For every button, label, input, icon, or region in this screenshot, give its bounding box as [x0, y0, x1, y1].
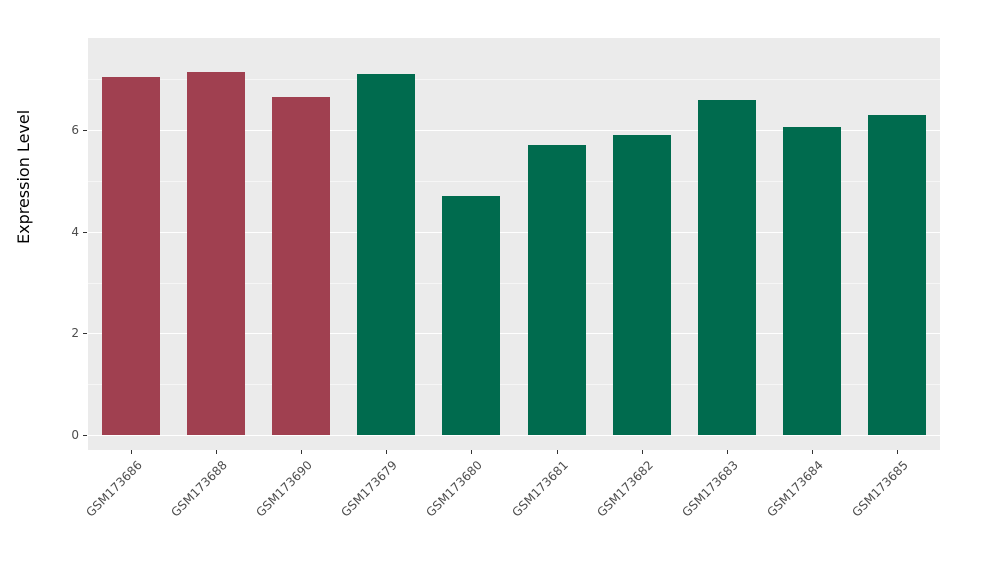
- bar-GSM173681: [528, 145, 586, 435]
- bar-GSM173690: [272, 96, 330, 435]
- x-axis-tick: [641, 450, 643, 454]
- gridline-major: [88, 130, 940, 131]
- x-tick-label-GSM173682: GSM173682: [594, 458, 656, 520]
- bar-GSM173685: [868, 114, 926, 435]
- y-axis-tick: [83, 435, 87, 436]
- x-tick-label-GSM173686: GSM173686: [82, 458, 145, 520]
- y-axis-tick: [83, 130, 87, 131]
- bar-GSM173683: [698, 99, 756, 435]
- y-axis-tick: [83, 333, 87, 335]
- x-axis-tick: [727, 450, 728, 454]
- gridline-major: [88, 435, 940, 436]
- x-axis-tick: [812, 450, 814, 454]
- x-tick-label-GSM173683: GSM173683: [679, 458, 741, 520]
- x-axis-tick: [130, 450, 132, 454]
- gridline-minor: [88, 384, 940, 386]
- x-tick-label-GSM173688: GSM173688: [168, 458, 230, 520]
- y-axis-tick: [83, 231, 87, 233]
- bar-GSM173682: [613, 135, 671, 435]
- y-tick-label: 4: [71, 224, 79, 239]
- x-axis-tick: [471, 450, 473, 454]
- bar-GSM173686: [102, 76, 160, 435]
- x-tick-label-GSM173690: GSM173690: [253, 458, 315, 520]
- bar-GSM173688: [187, 71, 245, 435]
- gridline-minor: [88, 79, 940, 81]
- x-axis-tick: [215, 450, 217, 454]
- x-axis-tick: [556, 450, 558, 454]
- plot-panel: [88, 38, 940, 450]
- bar-GSM173684: [783, 127, 841, 435]
- x-tick-label-GSM173684: GSM173684: [764, 458, 827, 520]
- x-axis-tick: [301, 450, 302, 454]
- x-tick-label-GSM173681: GSM173681: [508, 458, 571, 520]
- x-axis-tick: [386, 450, 388, 454]
- gridline-major: [88, 333, 940, 335]
- y-tick-label: 2: [71, 326, 79, 341]
- x-tick-label-GSM173679: GSM173679: [338, 458, 401, 520]
- gridline-major: [88, 231, 940, 233]
- y-tick-label: 0: [71, 428, 79, 442]
- x-tick-label-GSM173685: GSM173685: [849, 458, 912, 520]
- gridline-minor: [88, 282, 940, 284]
- y-tick-label: 6: [71, 123, 79, 137]
- x-axis-tick: [897, 450, 899, 454]
- x-tick-label-GSM173680: GSM173680: [423, 458, 486, 520]
- bar-GSM173680: [442, 196, 500, 435]
- bar-GSM173679: [357, 74, 415, 435]
- gridline-minor: [88, 180, 940, 182]
